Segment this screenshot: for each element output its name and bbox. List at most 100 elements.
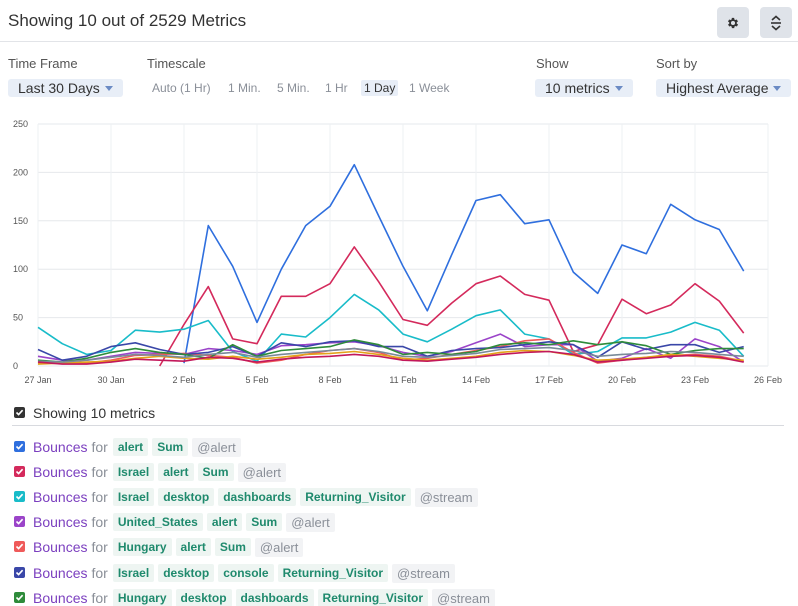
source-tag[interactable]: @alert xyxy=(286,512,335,532)
legend-row-content: Bounces for Hungary alert Sum @alert xyxy=(33,537,304,557)
x-tick-label: 30 Jan xyxy=(97,375,124,385)
series-checkbox[interactable] xyxy=(14,491,25,502)
sort-button[interactable] xyxy=(760,7,792,38)
page-title: Showing 10 out of 2529 Metrics xyxy=(8,11,247,30)
series-checkbox[interactable] xyxy=(14,466,25,477)
series-checkbox[interactable] xyxy=(14,541,25,552)
series-checkbox[interactable] xyxy=(14,567,25,578)
timescale-option-1week[interactable]: 1 Week xyxy=(409,81,450,95)
series-line-10 xyxy=(37,350,744,365)
series-checkbox[interactable] xyxy=(14,441,25,452)
dimension-tag[interactable]: desktop xyxy=(175,589,232,606)
legend-row-content: Bounces for alert Sum @alert xyxy=(33,437,241,457)
dimension-tag[interactable]: desktop xyxy=(158,564,215,582)
legend-row-content: Bounces for Israel desktop console Returning_… xyxy=(33,563,455,583)
timescale-option-1hr[interactable]: 1 Hr xyxy=(325,81,348,95)
series-checkbox[interactable] xyxy=(14,516,25,527)
y-tick-label: 50 xyxy=(13,313,23,323)
dimension-tag[interactable]: desktop xyxy=(158,488,215,506)
dimension-tag[interactable]: Israel xyxy=(112,463,155,481)
dimension-tag[interactable]: United_States xyxy=(112,513,203,531)
show-dropdown[interactable]: 10 metrics xyxy=(535,79,633,97)
series-line-1 xyxy=(183,163,745,364)
metric-name[interactable]: Bounces xyxy=(33,565,88,581)
x-tick-label: 17 Feb xyxy=(535,375,563,385)
y-tick-label: 200 xyxy=(13,167,28,177)
source-tag[interactable]: @alert xyxy=(192,437,241,457)
dimension-tag[interactable]: dashboards xyxy=(235,589,314,606)
dimension-tag[interactable]: Returning_Visitor xyxy=(317,589,429,606)
timescale-option-1day[interactable]: 1 Day xyxy=(361,80,399,96)
y-tick-label: 100 xyxy=(13,264,28,274)
x-tick-label: 14 Feb xyxy=(462,375,490,385)
dimension-tag[interactable]: Sum xyxy=(214,538,251,556)
dimension-tag[interactable]: Sum xyxy=(197,463,234,481)
legend-row-content: Bounces for Israel alert Sum @alert xyxy=(33,462,287,482)
for-label: for xyxy=(91,565,108,581)
sortby-dropdown[interactable]: Highest Average xyxy=(656,79,792,97)
show-label: Show xyxy=(536,56,569,71)
legend-header: Showing 10 metrics xyxy=(12,404,784,426)
dimension-tag[interactable]: Returning_Visitor xyxy=(300,488,411,506)
metric-name[interactable]: Bounces xyxy=(33,464,88,480)
series-line-3 xyxy=(37,293,745,362)
for-label: for xyxy=(91,539,108,555)
dimension-tag[interactable]: Hungary xyxy=(112,589,172,606)
source-tag[interactable]: @stream xyxy=(432,588,495,606)
dimension-tag[interactable]: alert xyxy=(175,538,211,556)
for-label: for xyxy=(91,489,108,505)
dimension-tag[interactable]: dashboards xyxy=(218,488,297,506)
dimension-tag[interactable]: Sum xyxy=(246,513,283,531)
timescale-label: Timescale xyxy=(147,56,206,71)
chevron-down-icon xyxy=(104,86,113,91)
timeframe-label: Time Frame xyxy=(8,56,78,71)
timescale-option-auto[interactable]: Auto (1 Hr) xyxy=(152,81,211,95)
dimension-tag[interactable]: alert xyxy=(112,438,149,456)
x-tick-label: 23 Feb xyxy=(681,375,709,385)
x-tick-label: 11 Feb xyxy=(389,375,416,385)
y-tick-label: 150 xyxy=(13,216,28,226)
select-all-checkbox[interactable] xyxy=(14,407,25,418)
source-tag[interactable]: @stream xyxy=(392,563,455,583)
gear-icon xyxy=(726,16,740,30)
timescale-option-1min[interactable]: 1 Min. xyxy=(228,81,261,95)
metric-name[interactable]: Bounces xyxy=(33,439,88,455)
sortby-label: Sort by xyxy=(656,56,698,71)
timeframe-dropdown[interactable]: Last 30 Days xyxy=(8,79,123,97)
y-tick-label: 0 xyxy=(13,361,18,371)
chevron-down-icon xyxy=(614,86,623,91)
dimension-tag[interactable]: Sum xyxy=(152,438,189,456)
series-checkbox[interactable] xyxy=(14,592,25,603)
dimension-tag[interactable]: Hungary xyxy=(112,538,172,556)
for-label: for xyxy=(91,514,108,530)
source-tag[interactable]: @alert xyxy=(237,462,287,482)
legend-row-content: Bounces for United_States alert Sum @alert xyxy=(33,512,335,532)
x-tick-label: 26 Feb xyxy=(754,375,782,385)
dimension-tag[interactable]: console xyxy=(218,564,274,582)
metric-name[interactable]: Bounces xyxy=(33,514,88,530)
timescale-option-5min[interactable]: 5 Min. xyxy=(277,81,310,95)
dimension-tag[interactable]: Israel xyxy=(112,564,155,582)
x-tick-label: 20 Feb xyxy=(608,375,636,385)
metrics-line-chart[interactable]: 0 50 100 150 200 250 27 Jan 30 Jan 2 Feb 5 Feb 8 F… xyxy=(0,110,798,395)
dimension-tag[interactable]: alert xyxy=(158,463,194,481)
source-tag[interactable]: @stream xyxy=(414,487,478,507)
sort-icon xyxy=(769,14,783,31)
dimension-tag[interactable]: Returning_Visitor xyxy=(277,564,389,582)
dimension-tag[interactable]: Israel xyxy=(112,488,155,506)
sortby-value: Highest Average xyxy=(666,80,769,96)
x-tick-label: 27 Jan xyxy=(24,375,51,385)
header: Showing 10 out of 2529 Metrics xyxy=(0,0,798,42)
series-line-2 xyxy=(159,246,745,367)
x-tick-label: 5 Feb xyxy=(245,375,268,385)
for-label: for xyxy=(91,590,108,606)
chevron-down-icon xyxy=(773,86,782,91)
legend-header-text: Showing 10 metrics xyxy=(33,405,156,421)
for-label: for xyxy=(91,464,108,480)
dimension-tag[interactable]: alert xyxy=(206,513,243,531)
metric-name[interactable]: Bounces xyxy=(33,539,88,555)
source-tag[interactable]: @alert xyxy=(254,537,304,557)
metric-name[interactable]: Bounces xyxy=(33,489,88,505)
metric-name[interactable]: Bounces xyxy=(33,590,88,606)
settings-button[interactable] xyxy=(717,7,749,38)
